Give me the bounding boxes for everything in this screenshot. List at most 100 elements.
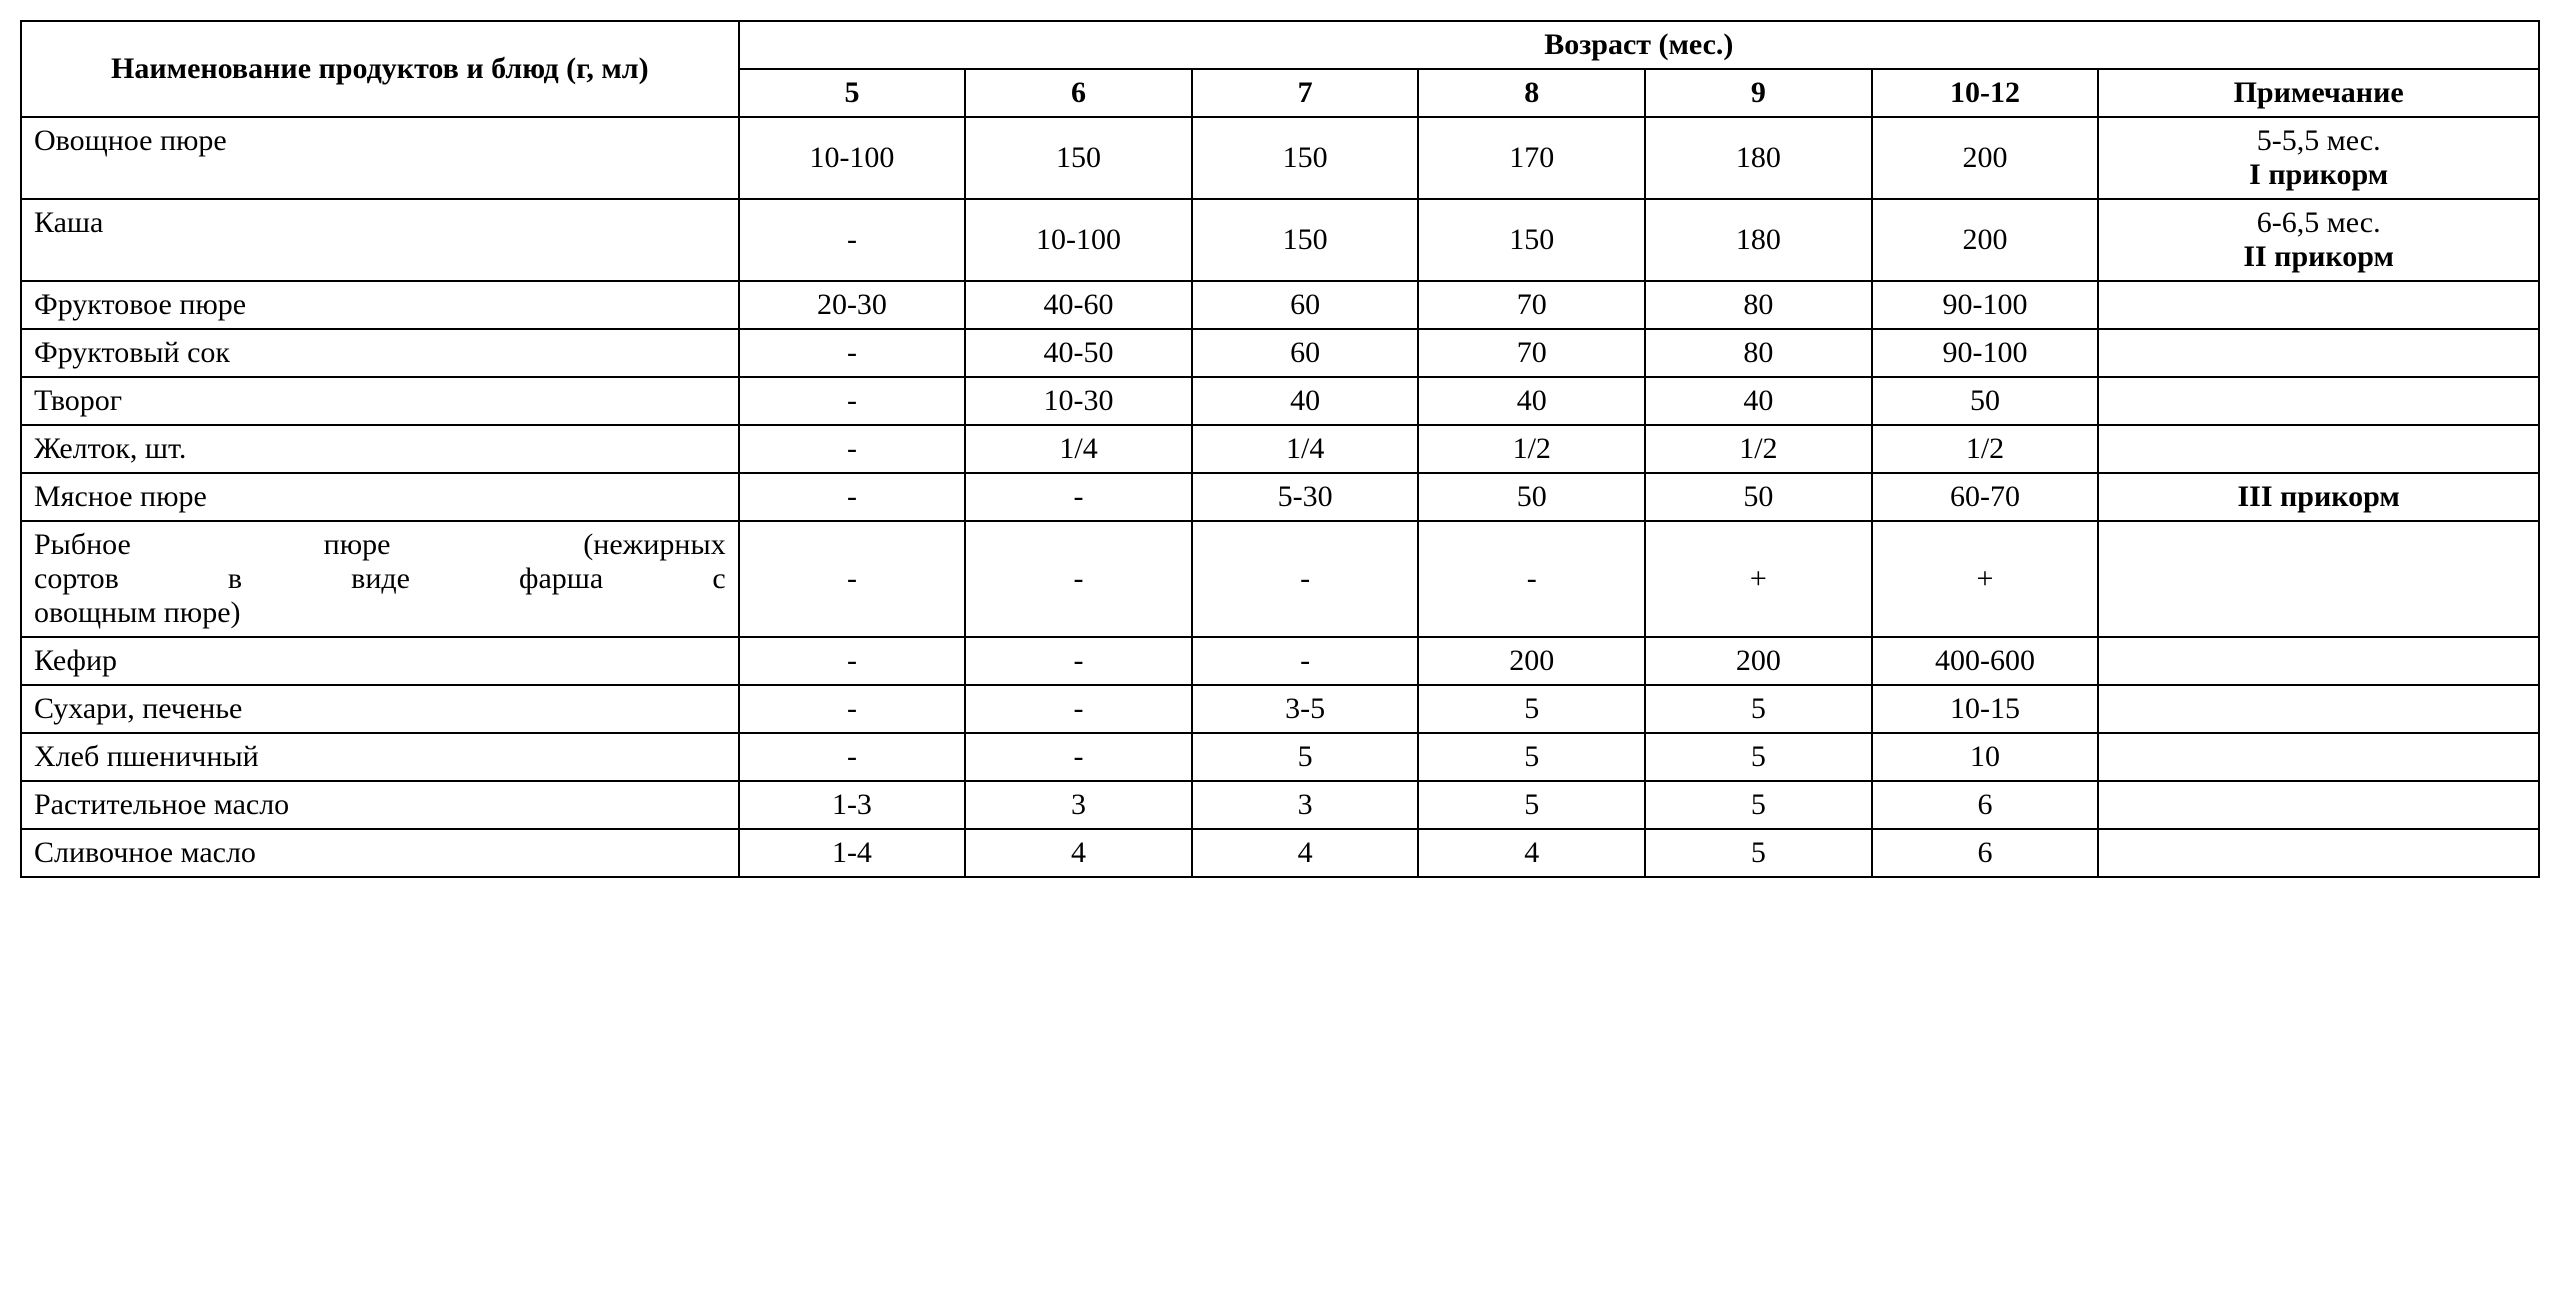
value-cell: 70	[1418, 329, 1645, 377]
table-row: Каша-10-1001501501802006-6,5 мес.II прик…	[21, 199, 2539, 281]
header-age-7: 7	[1192, 69, 1419, 117]
value-cell: 3	[965, 781, 1192, 829]
value-cell: 3	[1192, 781, 1419, 829]
note-cell: III прикорм	[2098, 473, 2539, 521]
value-cell: -	[739, 637, 966, 685]
value-cell: -	[739, 473, 966, 521]
value-cell: 10	[1872, 733, 2099, 781]
header-age-9: 9	[1645, 69, 1872, 117]
value-cell: 180	[1645, 117, 1872, 199]
header-age-10-12: 10-12	[1872, 69, 2099, 117]
product-name-cell: Хлеб пшеничный	[21, 733, 739, 781]
value-cell: 60	[1192, 281, 1419, 329]
table-row: Кефир---200200400-600	[21, 637, 2539, 685]
value-cell: 3-5	[1192, 685, 1419, 733]
table-body: Овощное пюре10-1001501501701802005-5,5 м…	[21, 117, 2539, 877]
product-name-cell: Каша	[21, 199, 739, 281]
value-cell: 10-100	[965, 199, 1192, 281]
value-cell: 1/4	[965, 425, 1192, 473]
value-cell: 50	[1645, 473, 1872, 521]
product-name-cell: Творог	[21, 377, 739, 425]
header-note: Примечание	[2098, 69, 2539, 117]
table-row: Растительное масло1-333556	[21, 781, 2539, 829]
value-cell: 50	[1872, 377, 2099, 425]
value-cell: 1/2	[1418, 425, 1645, 473]
header-age-5: 5	[739, 69, 966, 117]
value-cell: -	[739, 733, 966, 781]
value-cell: 40-50	[965, 329, 1192, 377]
value-cell: 400-600	[1872, 637, 2099, 685]
value-cell: 5	[1418, 781, 1645, 829]
note-cell	[2098, 733, 2539, 781]
table-row: Творог-10-3040404050	[21, 377, 2539, 425]
value-cell: -	[739, 685, 966, 733]
value-cell: 150	[1192, 199, 1419, 281]
value-cell: 200	[1418, 637, 1645, 685]
value-cell: 150	[965, 117, 1192, 199]
value-cell: 5	[1645, 781, 1872, 829]
value-cell: 5	[1645, 685, 1872, 733]
value-cell: 90-100	[1872, 329, 2099, 377]
table-row: Овощное пюре10-1001501501701802005-5,5 м…	[21, 117, 2539, 199]
value-cell: 90-100	[1872, 281, 2099, 329]
value-cell: 40	[1418, 377, 1645, 425]
value-cell: 10-30	[965, 377, 1192, 425]
product-name-cell: Мясное пюре	[21, 473, 739, 521]
value-cell: 10-15	[1872, 685, 2099, 733]
product-name-cell: Фруктовый сок	[21, 329, 739, 377]
value-cell: 150	[1418, 199, 1645, 281]
value-cell: -	[1192, 637, 1419, 685]
value-cell: 1/2	[1645, 425, 1872, 473]
value-cell: 1/4	[1192, 425, 1419, 473]
value-cell: 1-3	[739, 781, 966, 829]
table-row: Желток, шт.-1/41/41/21/21/2	[21, 425, 2539, 473]
value-cell: -	[965, 637, 1192, 685]
value-cell: 5	[1418, 733, 1645, 781]
note-cell	[2098, 829, 2539, 877]
value-cell: 40	[1192, 377, 1419, 425]
value-cell: 10-100	[739, 117, 966, 199]
value-cell: 4	[965, 829, 1192, 877]
table-row: Сухари, печенье--3-55510-15	[21, 685, 2539, 733]
product-name-cell: Кефир	[21, 637, 739, 685]
product-name-cell: Овощное пюре	[21, 117, 739, 199]
note-cell	[2098, 781, 2539, 829]
value-cell: 5	[1192, 733, 1419, 781]
value-cell: -	[739, 199, 966, 281]
value-cell: 6	[1872, 781, 2099, 829]
value-cell: -	[739, 377, 966, 425]
value-cell: 4	[1418, 829, 1645, 877]
value-cell: 200	[1872, 199, 2099, 281]
product-name-cell: Сухари, печенье	[21, 685, 739, 733]
product-name-cell: Фруктовое пюре	[21, 281, 739, 329]
value-cell: -	[965, 733, 1192, 781]
table-row: Рыбное пюре (нежирныхсортов в виде фарша…	[21, 521, 2539, 637]
value-cell: -	[965, 473, 1192, 521]
value-cell: 170	[1418, 117, 1645, 199]
value-cell: -	[1192, 521, 1419, 637]
note-cell: 6-6,5 мес.II прикорм	[2098, 199, 2539, 281]
product-name-cell: Сливочное масло	[21, 829, 739, 877]
value-cell: 20-30	[739, 281, 966, 329]
value-cell: 4	[1192, 829, 1419, 877]
value-cell: +	[1645, 521, 1872, 637]
value-cell: 70	[1418, 281, 1645, 329]
note-cell	[2098, 425, 2539, 473]
note-cell	[2098, 637, 2539, 685]
value-cell: 80	[1645, 329, 1872, 377]
feeding-schedule-table: Наименование продуктов и блюд (г, мл) Во…	[20, 20, 2540, 878]
table-row: Фруктовое пюре20-3040-6060708090-100	[21, 281, 2539, 329]
note-cell	[2098, 329, 2539, 377]
header-age-8: 8	[1418, 69, 1645, 117]
value-cell: -	[739, 329, 966, 377]
value-cell: 1/2	[1872, 425, 2099, 473]
note-cell	[2098, 377, 2539, 425]
value-cell: 5	[1645, 829, 1872, 877]
value-cell: -	[965, 521, 1192, 637]
value-cell: 60	[1192, 329, 1419, 377]
value-cell: 5-30	[1192, 473, 1419, 521]
value-cell: 180	[1645, 199, 1872, 281]
table-row: Хлеб пшеничный--55510	[21, 733, 2539, 781]
value-cell: +	[1872, 521, 2099, 637]
product-name-cell: Желток, шт.	[21, 425, 739, 473]
